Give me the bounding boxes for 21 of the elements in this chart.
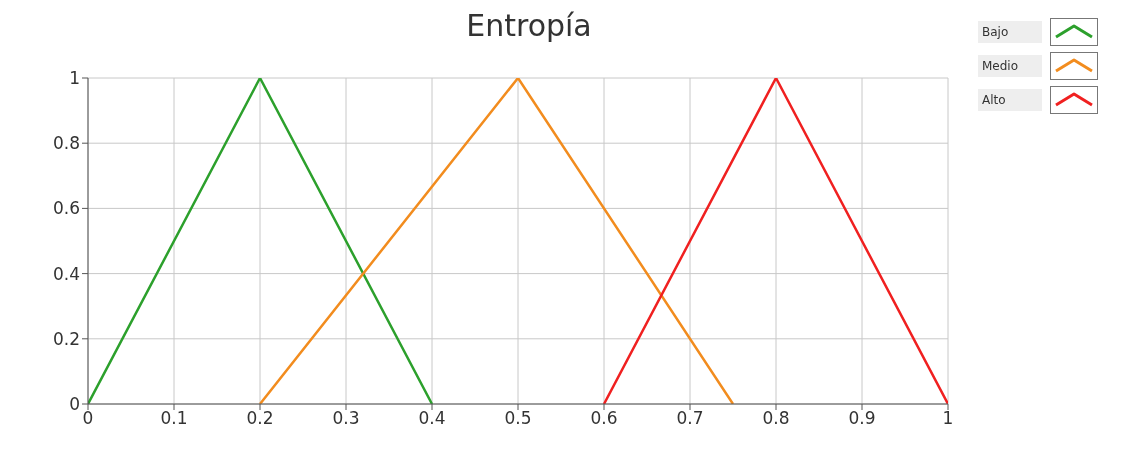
x-tick-label: 0.3	[332, 408, 360, 429]
y-tick-label: 1	[69, 68, 80, 89]
chart-title: Entropía	[465, 8, 593, 43]
x-tick-label: 0.2	[246, 408, 274, 429]
x-tick-label: 0.9	[848, 408, 876, 429]
x-tick-label: 0.7	[676, 408, 704, 429]
text: Alto	[978, 89, 1042, 111]
y-tick-label: 0.4	[52, 263, 80, 284]
x-tick-label: 0.6	[590, 408, 618, 429]
y-tick-label: 0.6	[52, 198, 80, 219]
text: Medio	[978, 55, 1042, 77]
x-tick-label: 0.5	[504, 408, 532, 429]
y-tick-label: 0.2	[52, 328, 80, 349]
x-tick-label: 0.4	[418, 408, 446, 429]
x-tick-label: 0.1	[160, 408, 188, 429]
x-tick-label: 0	[82, 408, 94, 429]
x-tick-label: 1	[942, 408, 954, 429]
text: Bajo	[978, 21, 1042, 43]
y-tick-label: 0.8	[52, 133, 80, 154]
y-tick-label: 0	[69, 394, 80, 415]
x-tick-label: 0.8	[762, 408, 790, 429]
